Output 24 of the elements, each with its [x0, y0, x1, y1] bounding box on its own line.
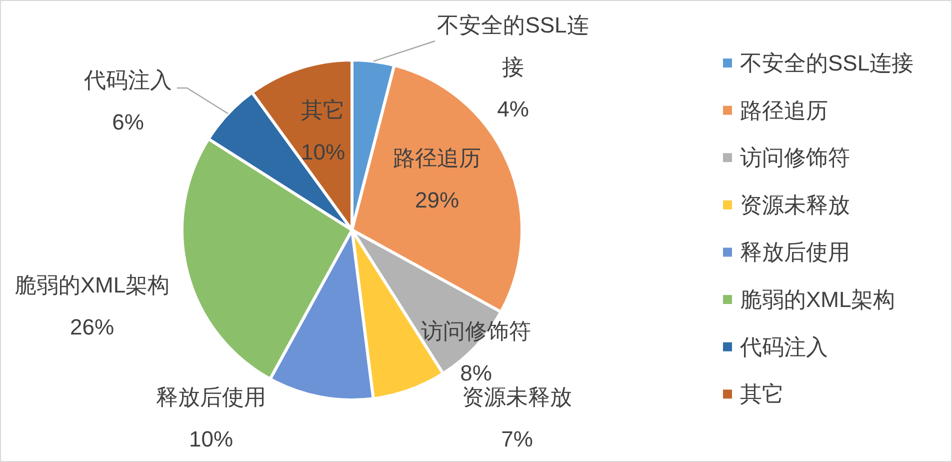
slice-label: 其它	[301, 98, 345, 122]
data-label: 8%	[460, 360, 492, 386]
legend-label: 其它	[740, 382, 784, 407]
legend-label: 脆弱的XML架构	[740, 287, 896, 312]
slice-label: 访问修饰符	[421, 318, 531, 344]
legend-label: 资源未释放	[740, 192, 850, 218]
data-label: 10%	[300, 140, 346, 164]
data-label: 29%	[414, 188, 460, 212]
slice-label: 脆弱的XML架构	[14, 272, 170, 298]
legend-label: 访问修饰符	[740, 145, 850, 170]
slice-label: 代码注入	[83, 68, 172, 92]
legend-label: 释放后使用	[740, 240, 850, 265]
data-label: 6%	[112, 110, 144, 134]
legend-label: 代码注入	[739, 334, 828, 360]
data-label: 7%	[501, 426, 533, 452]
slice-label: 释放后使用	[156, 384, 266, 410]
slice-label: 不安全的SSL连接	[437, 12, 589, 80]
data-label: 26%	[70, 314, 114, 340]
legend-label: 路径追历	[740, 98, 828, 123]
slice-label: 资源未释放	[462, 384, 572, 410]
legend-label: 不安全的SSL连接	[740, 50, 914, 76]
slice-label: 路径追历	[393, 146, 481, 170]
data-label: 10%	[188, 426, 234, 452]
data-label: 4%	[497, 96, 529, 122]
